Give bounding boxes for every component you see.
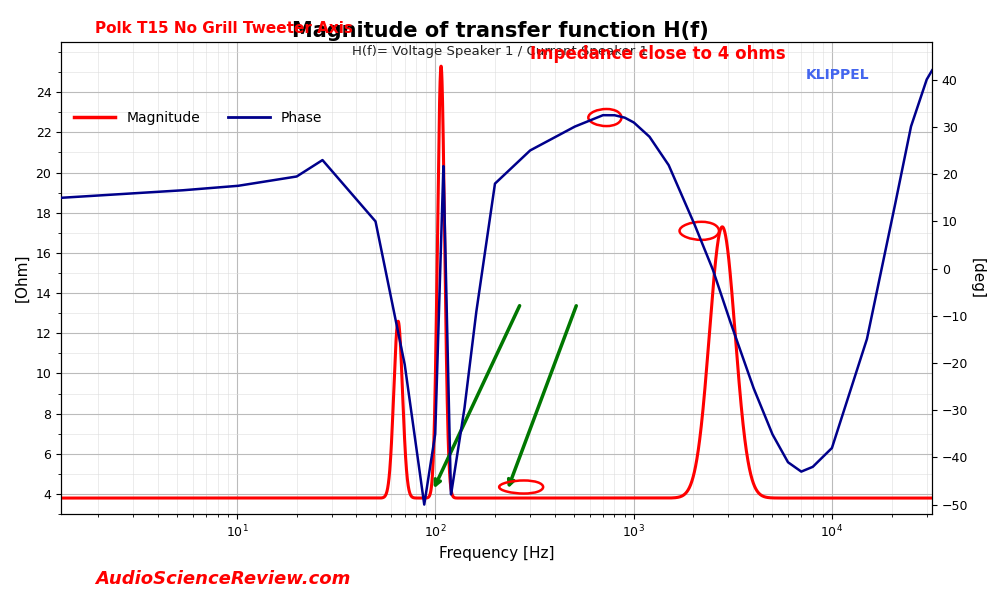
Text: Impedance close to 4 ohms: Impedance close to 4 ohms: [530, 45, 786, 63]
Y-axis label: [Ohm]: [Ohm]: [15, 254, 30, 302]
Text: Magnitude of transfer function H(f): Magnitude of transfer function H(f): [292, 21, 708, 41]
Text: Polk T15 No Grill Tweeter Axis: Polk T15 No Grill Tweeter Axis: [95, 21, 353, 36]
Text: H(f)= Voltage Speaker 1 / Current Speaker 1: H(f)= Voltage Speaker 1 / Current Speake…: [352, 45, 648, 58]
Text: KLIPPEL: KLIPPEL: [806, 68, 869, 82]
Text: AudioScienceReview.com: AudioScienceReview.com: [95, 570, 350, 588]
X-axis label: Frequency [Hz]: Frequency [Hz]: [439, 546, 554, 561]
Legend: Magnitude, Phase: Magnitude, Phase: [68, 106, 328, 131]
Y-axis label: [deg]: [deg]: [970, 257, 985, 299]
